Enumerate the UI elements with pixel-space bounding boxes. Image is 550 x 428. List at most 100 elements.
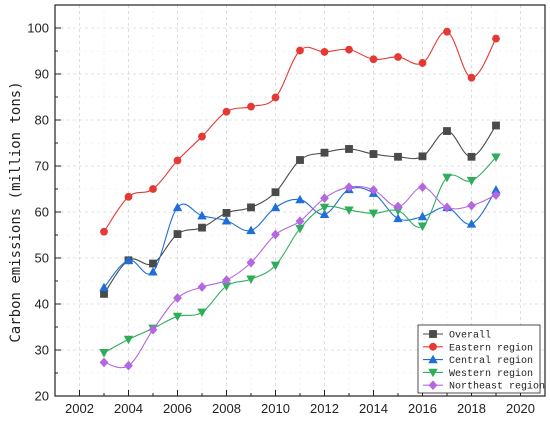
data-point — [296, 46, 304, 55]
data-point — [124, 192, 133, 201]
data-point — [172, 202, 183, 212]
data-point — [320, 48, 329, 56]
data-point — [466, 177, 477, 186]
x-tick-label: 2010 — [261, 401, 290, 416]
y-tick-label: 20 — [35, 389, 49, 404]
legend-marker — [428, 354, 438, 364]
y-tick-label: 50 — [35, 251, 49, 266]
data-point — [393, 213, 403, 223]
data-point — [295, 194, 305, 204]
x-tick-label: 2018 — [457, 401, 486, 416]
data-point — [418, 152, 427, 161]
data-point — [417, 211, 428, 221]
data-point — [99, 282, 109, 292]
y-tick-label: 80 — [35, 113, 49, 128]
legend-marker — [429, 342, 437, 351]
data-point — [394, 53, 402, 61]
x-tick-label: 2008 — [212, 401, 241, 416]
data-point — [271, 93, 280, 102]
data-point — [271, 229, 280, 240]
data-point — [270, 261, 281, 271]
data-point — [173, 156, 182, 165]
x-tick-label: 2014 — [359, 401, 388, 416]
data-point — [344, 182, 354, 193]
data-point — [492, 121, 500, 130]
data-point — [345, 45, 353, 54]
legend-label: Northeast region — [449, 381, 545, 393]
legend-label: Eastern region — [449, 342, 533, 354]
data-point — [345, 145, 353, 153]
series-group — [99, 27, 501, 371]
data-point — [443, 27, 451, 36]
data-point — [246, 275, 256, 284]
data-point — [173, 293, 182, 303]
data-point — [197, 308, 207, 318]
data-point — [394, 152, 402, 161]
data-point — [197, 282, 207, 292]
data-point — [123, 255, 134, 265]
data-point — [368, 209, 379, 219]
series-4 — [99, 182, 501, 371]
data-point — [246, 257, 256, 268]
data-point — [148, 266, 158, 276]
data-point — [270, 202, 281, 212]
x-tick-label: 2004 — [114, 401, 143, 416]
data-point — [442, 173, 452, 183]
data-point — [319, 209, 330, 218]
data-point — [443, 127, 451, 135]
series-1 — [100, 27, 500, 236]
legend-marker — [428, 380, 438, 391]
data-point — [417, 222, 428, 232]
data-point — [124, 360, 133, 371]
data-point — [198, 132, 206, 141]
x-tick-label: 2020 — [506, 401, 535, 416]
data-point — [442, 202, 452, 213]
y-tick-label: 60 — [35, 205, 49, 220]
series-3 — [99, 153, 501, 358]
data-point — [221, 215, 232, 225]
data-point — [491, 190, 501, 200]
x-tick-label: 2006 — [163, 401, 192, 416]
data-point — [100, 227, 108, 236]
y-tick-label: 30 — [35, 343, 49, 358]
data-point — [148, 324, 158, 335]
data-point — [393, 201, 403, 212]
legend-label: Western region — [449, 368, 533, 380]
data-point — [149, 259, 157, 268]
y-tick-label: 100 — [27, 21, 49, 36]
data-point — [344, 206, 354, 215]
data-point — [100, 289, 108, 298]
data-point — [271, 188, 280, 197]
y-tick-label: 90 — [35, 67, 49, 82]
data-point — [296, 156, 304, 164]
data-point — [222, 209, 231, 217]
data-point — [369, 55, 378, 64]
legend-marker — [429, 330, 437, 338]
legend-marker — [428, 368, 438, 378]
data-point — [491, 153, 501, 163]
y-tick-label: 70 — [35, 159, 49, 174]
data-point — [466, 219, 477, 228]
data-point — [123, 335, 134, 345]
data-point — [295, 216, 305, 227]
data-point — [320, 148, 329, 157]
data-point — [99, 357, 109, 368]
axes: 2002 2004 2006 2008 2010 2012 2014 2016 2018 2020… — [27, 4, 546, 416]
data-point — [467, 152, 476, 161]
data-point — [246, 225, 256, 235]
data-point — [149, 185, 157, 193]
data-point — [247, 203, 255, 212]
data-point — [467, 73, 476, 82]
legend-label: Central region — [449, 355, 533, 367]
y-axis-title: Carbon emissions (million tons) — [8, 81, 24, 342]
data-point — [492, 34, 500, 43]
data-point — [222, 107, 231, 116]
legend-box — [417, 324, 541, 394]
x-tick-label: 2002 — [65, 401, 94, 416]
data-point — [467, 200, 476, 211]
x-tick-label: 2016 — [408, 401, 437, 416]
x-tick-label: 2012 — [310, 401, 339, 416]
data-point — [197, 210, 207, 220]
